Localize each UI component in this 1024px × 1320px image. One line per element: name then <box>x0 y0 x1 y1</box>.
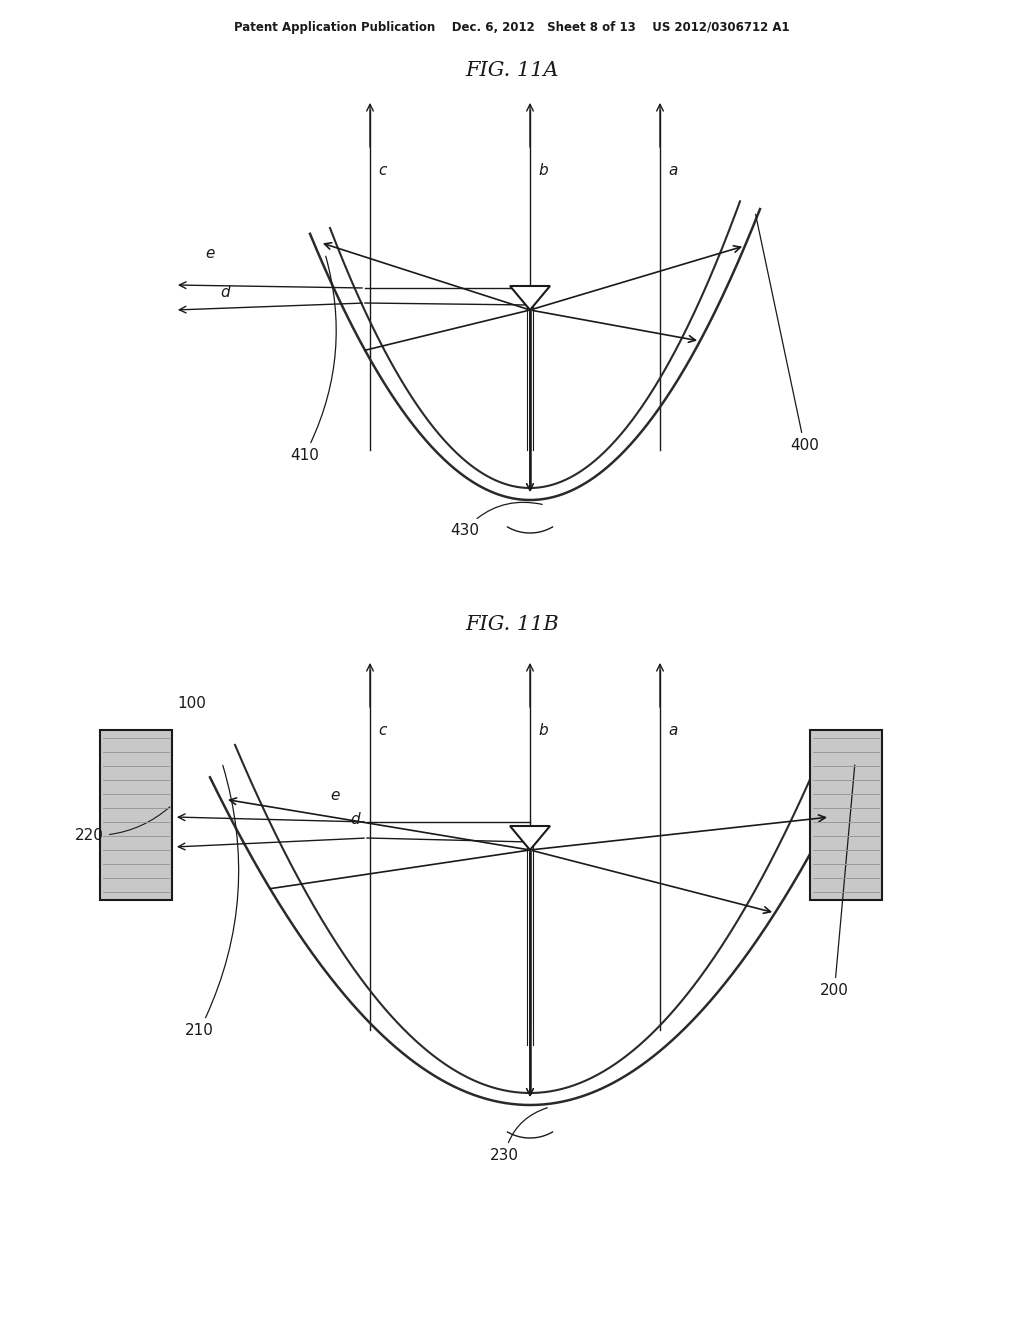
Text: 430: 430 <box>450 503 543 539</box>
Text: 100: 100 <box>177 696 206 711</box>
Bar <box>810 730 882 900</box>
Polygon shape <box>510 826 550 850</box>
Text: 220: 220 <box>75 807 170 843</box>
Text: b: b <box>538 162 548 178</box>
Bar <box>100 730 172 900</box>
Text: c: c <box>378 723 386 738</box>
Text: e: e <box>330 788 339 803</box>
Text: b: b <box>538 723 548 738</box>
Text: d: d <box>220 285 229 300</box>
Text: 410: 410 <box>290 256 336 463</box>
Text: a: a <box>668 723 677 738</box>
Text: FIG. 11B: FIG. 11B <box>465 615 559 635</box>
Text: 200: 200 <box>820 766 855 998</box>
Text: 230: 230 <box>490 1107 548 1163</box>
Polygon shape <box>510 286 550 310</box>
Text: Patent Application Publication    Dec. 6, 2012   Sheet 8 of 13    US 2012/030671: Patent Application Publication Dec. 6, 2… <box>234 21 790 33</box>
Text: FIG. 11A: FIG. 11A <box>465 61 559 79</box>
Text: d: d <box>350 812 359 828</box>
Text: e: e <box>205 246 214 261</box>
Text: 400: 400 <box>756 214 819 453</box>
Text: 210: 210 <box>185 766 239 1038</box>
Text: c: c <box>378 162 386 178</box>
Text: a: a <box>668 162 677 178</box>
